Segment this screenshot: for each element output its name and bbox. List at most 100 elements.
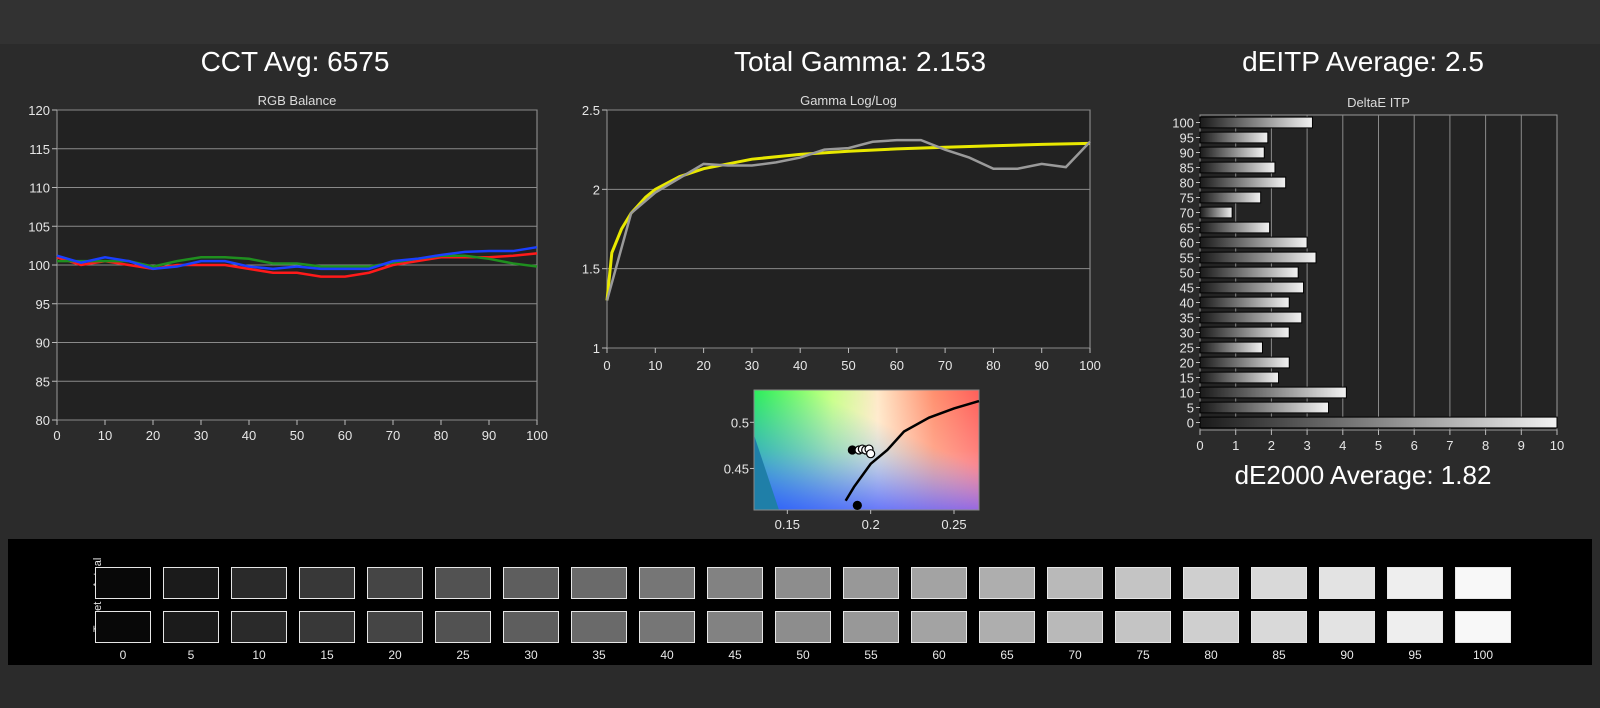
series-line-1: [605, 138, 1091, 301]
x-tick-label: 4: [1339, 438, 1346, 453]
chromaticity-point-5: [866, 449, 876, 459]
patch-label: 10: [252, 648, 266, 662]
grayscale-patch-strip: Actual Target 05101520253035404550556065…: [8, 539, 1592, 665]
x-tick-label: 7: [1446, 438, 1453, 453]
actual-patch-85: [1251, 567, 1307, 599]
x-tick-label: 90: [482, 428, 496, 443]
bar-50: [1199, 266, 1299, 279]
target-patch-90: [1319, 611, 1375, 643]
actual-patch-25: [435, 567, 491, 599]
patch-label: 65: [1000, 648, 1014, 662]
bar-45: [1199, 281, 1305, 294]
patch-label: 0: [119, 648, 127, 662]
outside-gamut: [754, 435, 779, 510]
target-patch-75: [1115, 611, 1171, 643]
y-tick-label: 1: [593, 341, 600, 356]
y-tick-label: 10: [1180, 386, 1194, 401]
actual-patch-90: [1319, 567, 1375, 599]
bar-40: [1199, 296, 1290, 309]
plot-area: [606, 109, 1091, 349]
target-patch-100: [1455, 611, 1511, 643]
target-patch-10: [231, 611, 287, 643]
y-tick-label: 2: [593, 182, 600, 197]
actual-patch-95: [1387, 567, 1443, 599]
y-tick-label: 95: [1180, 131, 1194, 146]
target-patch-30: [503, 611, 559, 643]
patch-label: 75: [1136, 648, 1150, 662]
target-patch-40: [639, 611, 695, 643]
target-patch-25: [435, 611, 491, 643]
plot-frame: [753, 389, 980, 511]
y-tick-label: 95: [36, 297, 50, 312]
target-patch-60: [911, 611, 967, 643]
actual-patch-20: [367, 567, 423, 599]
y-tick-label: 65: [1180, 221, 1194, 236]
y-tick-label: 2.5: [582, 103, 600, 118]
x-tick-label: 0: [53, 428, 60, 443]
bar-95: [1199, 131, 1269, 144]
actual-patch-35: [571, 567, 627, 599]
x-tick-label: 10: [1550, 438, 1564, 453]
target-patch-45: [707, 611, 763, 643]
patch-label: 80: [1204, 648, 1218, 662]
y-tick-label: 15: [1180, 371, 1194, 386]
bar-75: [1199, 191, 1262, 204]
x-tick-label: 90: [1034, 358, 1048, 373]
y-tick-label: 40: [1180, 296, 1194, 311]
x-tick-label: 1: [1232, 438, 1239, 453]
y-tick-label: 90: [1180, 146, 1194, 161]
bar-100: [1199, 116, 1313, 129]
chart-title: RGB Balance: [258, 93, 337, 108]
bar-35: [1199, 311, 1303, 324]
x-tick-label: 0.25: [941, 517, 966, 532]
patch-label: 40: [660, 648, 674, 662]
target-patch-5: [163, 611, 219, 643]
x-tick-label: 6: [1411, 438, 1418, 453]
target-patch-35: [571, 611, 627, 643]
patch-label: 55: [864, 648, 878, 662]
x-tick-label: 10: [98, 428, 112, 443]
target-patch-55: [843, 611, 899, 643]
x-tick-label: 70: [386, 428, 400, 443]
patch-label: 15: [320, 648, 334, 662]
y-tick-label: 100: [28, 258, 50, 273]
actual-patch-15: [299, 567, 355, 599]
x-tick-label: 20: [146, 428, 160, 443]
x-tick-label: 40: [242, 428, 256, 443]
x-tick-label: 50: [841, 358, 855, 373]
actual-patch-10: [231, 567, 287, 599]
actual-patch-30: [503, 567, 559, 599]
chart-title: Gamma Log/Log: [800, 93, 897, 108]
patch-label: 20: [388, 648, 402, 662]
gamma-log-chart: Gamma Log/Log 1 1.5 2 2.5 0 10 20 30 40 50 60 70 80 90…: [582, 93, 1101, 373]
y-tick-label: 120: [28, 103, 50, 118]
bar-5: [1199, 401, 1330, 414]
x-tick-label: 8: [1482, 438, 1489, 453]
y-tick-label: 25: [1180, 341, 1194, 356]
x-tick-label: 60: [890, 358, 904, 373]
x-tick-label: 5: [1375, 438, 1382, 453]
x-tick-label: 40: [793, 358, 807, 373]
y-tick-label: 50: [1180, 266, 1194, 281]
bar-60: [1199, 236, 1308, 249]
target-patch-95: [1387, 611, 1443, 643]
bar-65: [1199, 221, 1271, 234]
y-tick-label: 70: [1180, 206, 1194, 221]
y-tick-label: 35: [1180, 311, 1194, 326]
chart-title: DeltaE ITP: [1347, 95, 1410, 110]
bar-55: [1199, 251, 1317, 264]
patch-label: 35: [592, 648, 606, 662]
x-tick-label: 100: [1079, 358, 1101, 373]
y-tick-label: 105: [28, 219, 50, 234]
y-tick-label: 85: [36, 374, 50, 389]
target-patch-85: [1251, 611, 1307, 643]
bar-20: [1199, 356, 1290, 369]
y-tick-label: 110: [29, 181, 50, 196]
x-tick-label: 2: [1268, 438, 1275, 453]
target-patch-50: [775, 611, 831, 643]
target-patch-15: [299, 611, 355, 643]
x-tick-label: 70: [938, 358, 952, 373]
x-tick-label: 50: [290, 428, 304, 443]
y-tick-label: 45: [1180, 281, 1194, 296]
